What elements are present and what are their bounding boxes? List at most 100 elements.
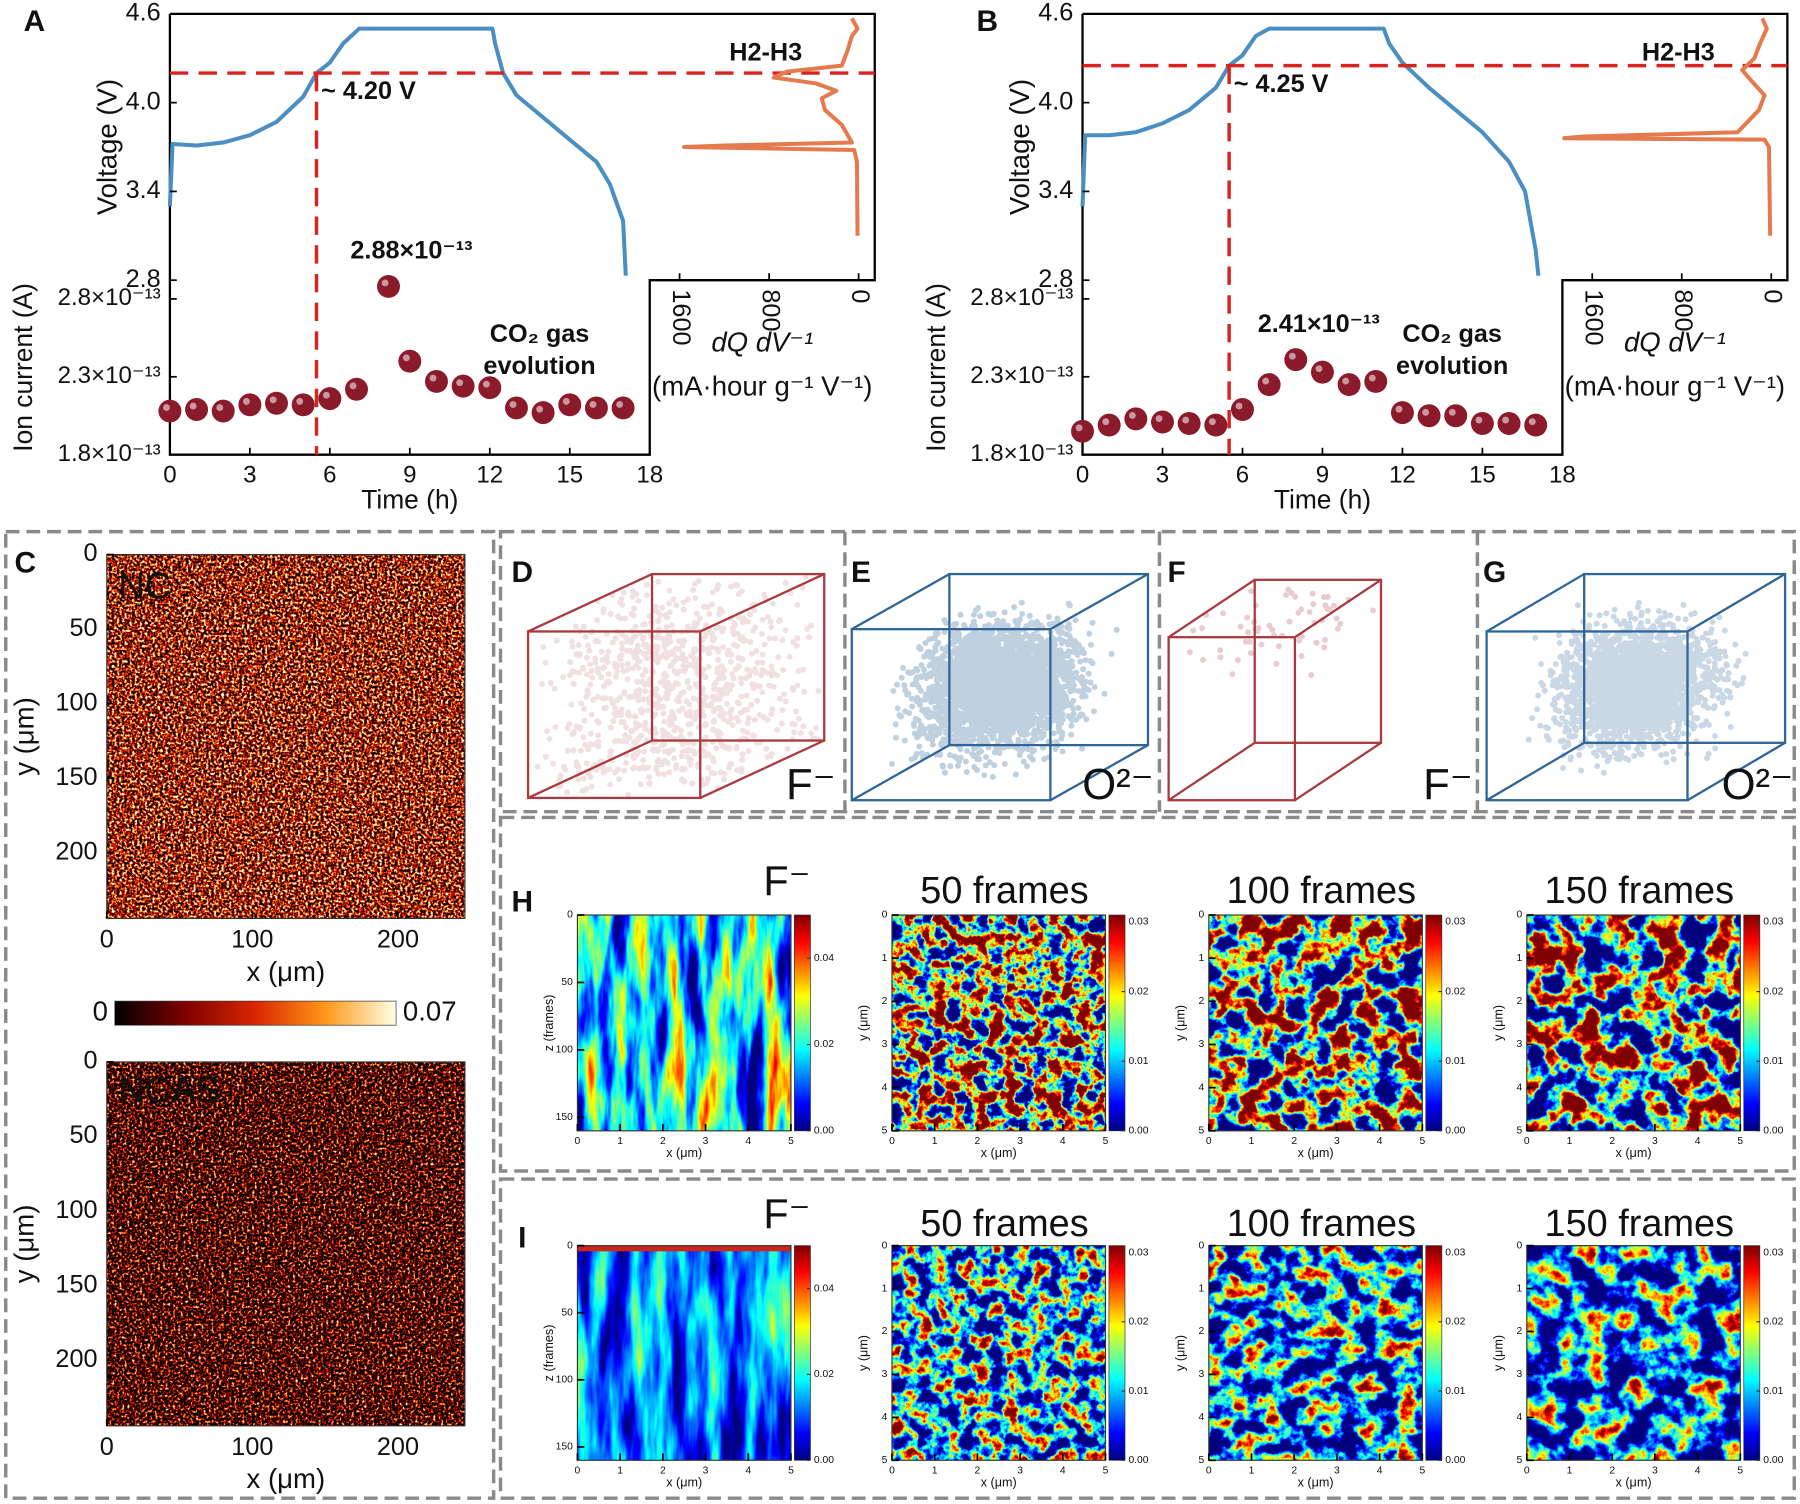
cloud-dot <box>974 642 981 649</box>
cloud-dot <box>964 668 971 675</box>
cloud-dot <box>710 637 716 644</box>
cloud-dot <box>1025 682 1032 689</box>
cloud-dot <box>1018 680 1025 686</box>
cloud-dot <box>1033 657 1040 664</box>
cloud-dot <box>1021 660 1028 667</box>
cloud-dot <box>734 582 741 589</box>
cloud-dot <box>756 711 763 718</box>
cloud-dot <box>663 641 670 648</box>
cloud-dot <box>1037 664 1044 671</box>
cloud-dot <box>987 659 993 666</box>
cloud-dot <box>652 603 659 610</box>
cloud-dot <box>923 712 930 719</box>
cloud-dot <box>990 702 996 709</box>
cloud-dot <box>711 685 718 692</box>
cloud-dot <box>737 635 744 642</box>
cloud-dot <box>982 678 989 685</box>
cloud-dot <box>672 680 679 687</box>
cloud-dot <box>1006 674 1013 681</box>
cloud-dot <box>966 687 973 694</box>
cloud-dot <box>1053 648 1059 655</box>
cloud-dot <box>1025 644 1032 651</box>
cloud-dot <box>1002 719 1009 726</box>
cloud-dot <box>1030 646 1037 653</box>
cloud-dot <box>637 696 643 703</box>
cloud-dot <box>813 725 820 731</box>
cloud-dot <box>921 709 928 716</box>
cloud-dot <box>985 666 992 672</box>
cloud-dot <box>968 684 975 691</box>
cloud-dot <box>672 656 679 663</box>
cloud-dot <box>1018 682 1025 689</box>
point-highlight <box>1448 408 1456 416</box>
cloud-dot <box>791 729 798 736</box>
cloud-dot <box>963 661 970 668</box>
cloud-dot <box>955 709 962 716</box>
cloud-dot <box>745 715 752 722</box>
cloud-dot <box>1075 688 1082 695</box>
cloud-dot <box>973 670 980 677</box>
cloud-dot <box>997 726 1004 733</box>
cloud-dot <box>1065 652 1072 659</box>
cloud-dot <box>992 692 999 699</box>
cloud-dot <box>669 709 676 716</box>
cloud-dot <box>599 656 606 663</box>
cloud-dot <box>1022 701 1029 708</box>
cloud-dot <box>1024 763 1031 770</box>
cloud-dot <box>721 776 728 783</box>
y-tick-label: 100 <box>55 1196 97 1224</box>
cloud-dot <box>720 674 727 681</box>
cloud-dot <box>586 661 593 668</box>
cloud-dot <box>689 780 696 787</box>
cloud-dot <box>617 599 624 606</box>
cloud-dot <box>1011 637 1018 644</box>
cloud-dot <box>979 685 986 692</box>
cloud-dot <box>627 637 634 644</box>
cloud-dot <box>709 693 716 700</box>
cloud-dot <box>720 710 727 717</box>
x-tick-label: 9 <box>403 462 416 489</box>
cloud-dot <box>1016 698 1023 705</box>
cloud-dot <box>988 671 995 678</box>
cloud-dot <box>1023 704 1030 710</box>
cloud-dot <box>744 618 751 625</box>
cloud-dot <box>942 676 949 683</box>
cloud-dot <box>630 753 637 760</box>
cloud-dot <box>1029 748 1036 755</box>
cloud-dot <box>1014 655 1021 662</box>
cloud-dot <box>556 775 563 782</box>
cloud-dot <box>983 693 990 700</box>
data-line <box>682 17 860 236</box>
cloud-dot <box>1026 621 1033 628</box>
cloud-dot <box>1019 682 1026 689</box>
cloud-dot <box>974 690 981 697</box>
cloud-dot <box>676 707 683 714</box>
cloud-dot <box>684 712 691 719</box>
cloud-dot <box>898 713 905 720</box>
cloud-dot <box>632 713 639 720</box>
cloud-dot <box>669 648 676 655</box>
cloud-dot <box>638 709 645 716</box>
cloud-dot <box>686 684 693 691</box>
cloud-dot <box>728 706 735 713</box>
cloud-dot <box>1030 701 1037 708</box>
cloud-dot <box>778 720 785 727</box>
cloud-dot <box>593 638 600 644</box>
cloud-dot <box>670 650 677 657</box>
cloud-dot <box>999 660 1006 667</box>
cloud-dot <box>647 644 654 651</box>
cloud-dot <box>1019 715 1026 722</box>
cloud-dot <box>981 632 988 639</box>
cloud-dot <box>1007 723 1014 730</box>
cloud-dot <box>1029 712 1036 719</box>
cloud-dot <box>994 640 1001 647</box>
cloud-dot <box>1001 682 1008 689</box>
cloud-dot <box>999 618 1006 625</box>
cloud-dot <box>671 727 678 734</box>
point-highlight <box>1235 402 1243 410</box>
cloud-dot <box>1002 675 1009 682</box>
cloud-dot <box>638 678 645 685</box>
cloud-dot <box>911 754 918 761</box>
cloud-dot <box>694 662 701 669</box>
cloud-dot <box>981 638 988 645</box>
